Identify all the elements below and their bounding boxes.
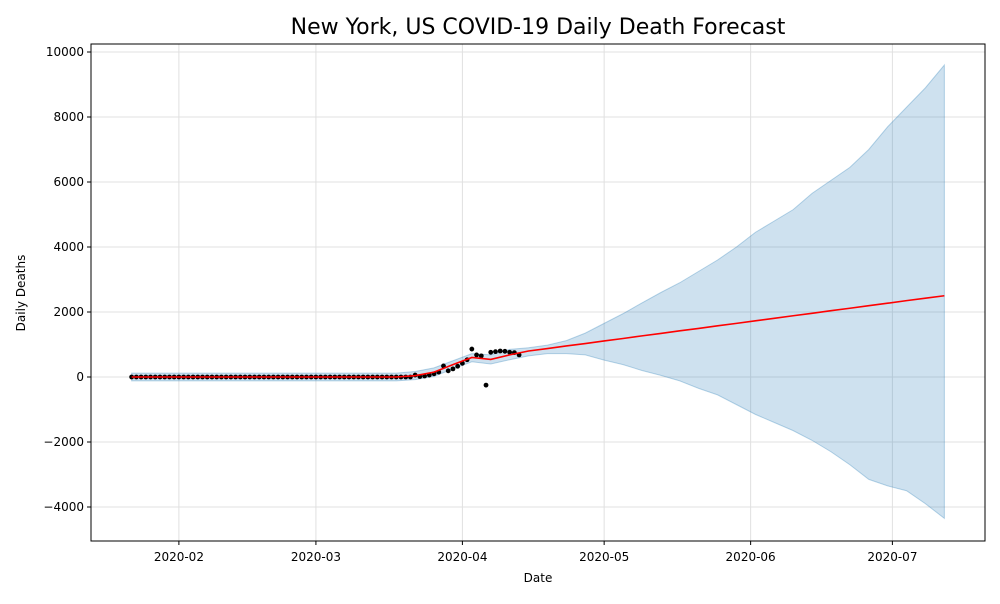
x-tick-label: 2020-02	[154, 550, 204, 564]
x-tick-label: 2020-05	[579, 550, 629, 564]
observed-point	[507, 349, 513, 355]
y-tick-label: 8000	[53, 110, 84, 124]
y-axis-label: Daily Deaths	[14, 255, 28, 332]
forecast-line	[131, 294, 945, 378]
x-tick-label: 2020-07	[867, 550, 917, 564]
observed-point	[474, 352, 479, 358]
observed-point	[483, 382, 489, 388]
observed-point	[455, 363, 461, 369]
x-tick-label: 2020-03	[291, 550, 341, 564]
y-tick-label: 2000	[53, 305, 84, 319]
observed-point	[502, 348, 508, 354]
observed-point	[493, 349, 498, 355]
x-axis-label: Date	[524, 571, 553, 585]
y-tick-label: −2000	[43, 435, 84, 449]
y-tick-label: 4000	[53, 240, 84, 254]
observed-point	[445, 368, 451, 374]
observed-point	[478, 353, 484, 359]
y-tick-label: 6000	[53, 175, 84, 189]
x-tick-label: 2020-06	[726, 550, 776, 564]
observed-point	[488, 349, 494, 355]
x-tick-label: 2020-04	[437, 550, 487, 564]
plot-frame	[90, 43, 986, 542]
y-tick-label: 0	[76, 370, 84, 384]
observed-point	[469, 346, 475, 352]
observed-point	[450, 366, 456, 372]
observed-point	[497, 348, 503, 354]
chart-title: New York, US COVID-19 Daily Death Foreca…	[291, 15, 786, 40]
uncertainty-band	[131, 63, 945, 520]
y-tick-label: −4000	[43, 500, 84, 514]
y-tick-label: 10000	[46, 45, 84, 59]
